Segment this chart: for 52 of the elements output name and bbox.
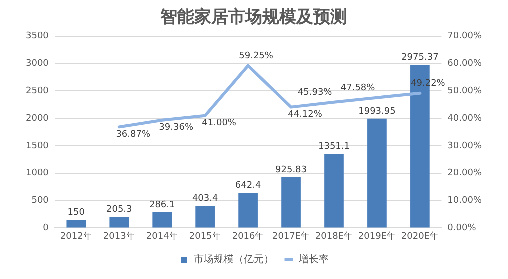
x-tick-label: 2016年 xyxy=(232,230,264,242)
data-label: 59.25% xyxy=(239,52,274,62)
x-tick-label: 2017E年 xyxy=(272,230,310,242)
legend-label: 增长率 xyxy=(298,254,329,266)
y-tick-label: 1000 xyxy=(26,168,50,179)
y-tick-label: 1500 xyxy=(26,141,50,152)
y-tick-label: 500 xyxy=(32,196,50,206)
y2-tick-label: 0.00% xyxy=(448,224,477,234)
y-tick-label: 3500 xyxy=(26,32,50,42)
data-label: 150 xyxy=(68,208,86,218)
bar xyxy=(282,177,301,228)
bar xyxy=(152,212,172,228)
bar xyxy=(324,154,344,228)
x-tick-label: 2020E年 xyxy=(401,230,439,242)
legend-label: 市场规模（亿元） xyxy=(194,254,274,266)
chart-title: 智能家居市场规模及预测 xyxy=(160,8,348,28)
y2-tick-label: 60.00% xyxy=(448,59,482,70)
x-tick-label: 2018E年 xyxy=(315,230,354,242)
data-label: 36.87% xyxy=(116,130,151,140)
y2-tick-label: 30.00% xyxy=(448,141,482,152)
y2-tick-label: 40.00% xyxy=(448,114,482,124)
y2-tick-label: 70.00% xyxy=(448,32,482,42)
data-label: 642.4 xyxy=(235,180,262,191)
x-tick-label: 2019E年 xyxy=(358,230,396,242)
x-tick-label: 2012年 xyxy=(60,230,92,242)
bar xyxy=(110,216,130,228)
data-label: 41.00% xyxy=(202,118,237,129)
data-label: 403.4 xyxy=(192,194,218,204)
bar xyxy=(196,206,215,228)
x-tick-label: 2015年 xyxy=(189,230,222,242)
bar xyxy=(66,220,86,228)
y2-tick-label: 50.00% xyxy=(448,86,482,97)
y-tick-label: 2000 xyxy=(26,114,50,124)
data-label: 925.83 xyxy=(276,165,308,176)
x-tick-label: 2013年 xyxy=(103,230,136,242)
y-tick-label: 2500 xyxy=(26,86,50,97)
data-label: 44.12% xyxy=(288,110,323,120)
y-tick-label: 0 xyxy=(43,224,50,234)
x-tick-label: 2014年 xyxy=(146,230,178,242)
y2-tick-label: 20.00% xyxy=(448,168,482,179)
data-label: 47.58% xyxy=(340,84,376,94)
data-label: 286.1 xyxy=(149,200,176,210)
data-label: 1993.95 xyxy=(358,106,396,117)
bar xyxy=(368,118,387,228)
data-label: 39.36% xyxy=(159,123,194,134)
y2-tick-label: 10.00% xyxy=(448,196,482,206)
data-label: 45.93% xyxy=(298,88,333,98)
bar xyxy=(238,192,258,228)
data-label: 205.3 xyxy=(106,204,132,215)
y-tick-label: 3000 xyxy=(26,59,50,70)
data-label: 2975.37 xyxy=(402,52,439,63)
data-label: 1351.1 xyxy=(318,142,350,152)
